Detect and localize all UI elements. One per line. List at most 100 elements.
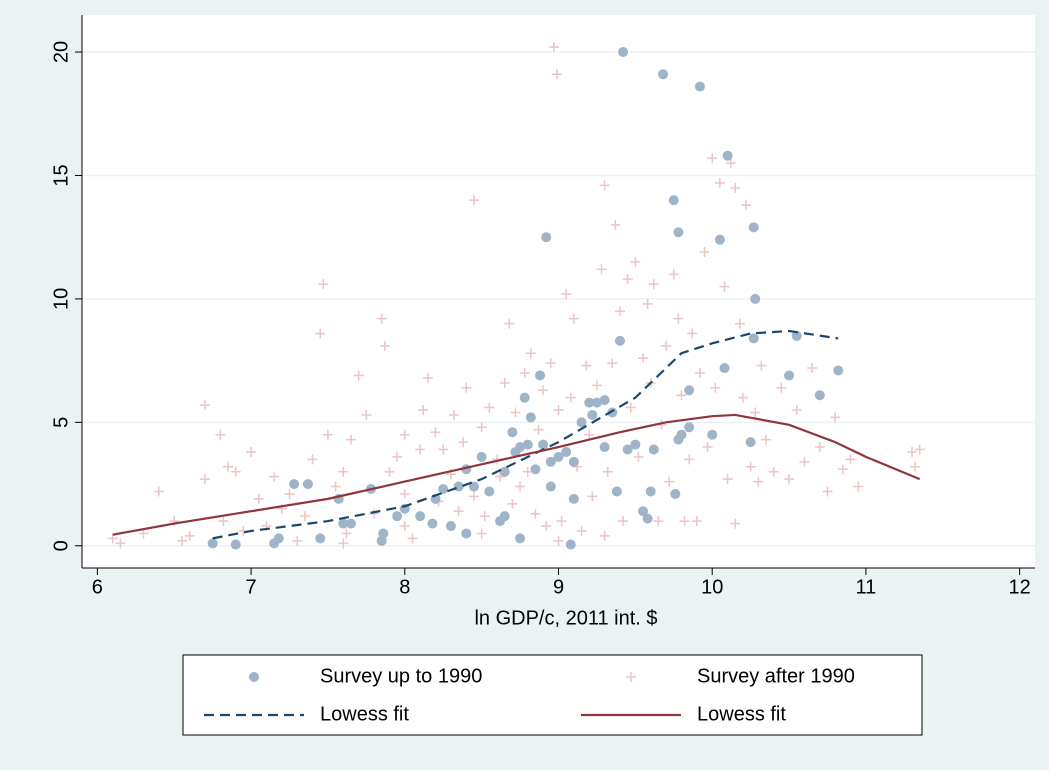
point [468,491,479,502]
point [853,481,864,492]
point [399,488,410,499]
point [845,454,856,465]
point [541,521,552,532]
point [673,313,684,324]
point [545,456,556,467]
point [756,360,767,371]
point [614,335,625,346]
x-tick-label: 9 [553,576,564,598]
point [315,533,326,544]
point [581,360,592,371]
point [458,437,469,448]
point [694,367,705,378]
point [668,269,679,280]
y-tick-label: 20 [50,41,72,63]
point [830,412,841,423]
point [476,451,487,462]
point [676,390,687,401]
point [246,446,257,457]
point [568,456,579,467]
point [538,439,549,450]
x-tick-label: 8 [399,576,410,598]
point [618,47,629,58]
x-tick-label: 10 [701,576,723,598]
point [338,518,349,529]
point [638,506,649,517]
point [218,516,229,527]
point [341,528,352,539]
y-tick-label: 15 [50,164,72,186]
x-axis-label: ln GDP/c, 2011 int. $ [474,607,657,629]
point [476,422,487,433]
point [269,471,280,482]
point [714,177,725,188]
plot-area [82,15,1035,568]
point [541,232,552,243]
point [453,506,464,517]
point [199,400,210,411]
point [438,484,449,494]
point [576,525,587,536]
point [630,256,641,267]
point [584,429,595,440]
point [676,429,687,440]
point [438,444,449,455]
point [392,511,403,522]
point [468,481,479,492]
point [687,328,698,339]
point [730,518,741,529]
point [545,481,556,492]
point [702,442,713,453]
legend-label: Survey up to 1990 [320,665,482,687]
point [719,363,730,374]
point [515,533,526,544]
point [822,486,833,497]
point [596,264,607,275]
point [737,392,748,403]
point [392,451,403,462]
point [814,390,825,401]
point [507,498,518,509]
point [753,476,764,487]
point [107,533,118,544]
point [322,429,333,440]
point [418,405,429,415]
point [679,516,690,527]
point [602,466,613,477]
point [741,200,752,211]
point [622,274,633,285]
point [611,486,622,497]
point [784,370,795,381]
point [519,367,530,378]
point [430,427,441,438]
point [415,511,426,522]
point [553,451,564,462]
point [378,528,389,539]
point [568,493,579,504]
point [591,380,602,391]
point [607,407,618,418]
point [284,488,295,499]
point [535,370,546,381]
legend-label: Lowess fit [320,703,409,725]
point [642,513,653,524]
x-tick-label: 7 [246,576,257,598]
point [725,158,736,169]
legend [182,654,923,736]
point [499,511,510,522]
point [499,377,510,388]
point [379,340,390,351]
point [622,444,633,455]
point [338,538,349,549]
point [302,479,313,490]
point [468,195,479,206]
point [910,461,921,472]
point [407,533,418,544]
point [599,180,610,191]
point [814,442,825,453]
point [618,516,629,527]
point [587,491,598,502]
point [561,446,572,457]
point [484,402,495,413]
